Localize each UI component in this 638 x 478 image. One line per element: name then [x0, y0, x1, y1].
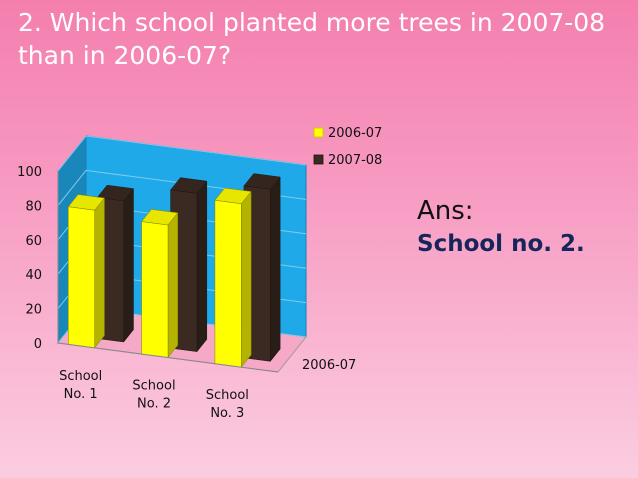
y-axis: 0 20 40 60 80 100	[17, 165, 59, 352]
depth-axis-label: 2006-07	[302, 358, 356, 373]
bars	[67, 173, 281, 368]
bar-side	[270, 176, 281, 363]
slide-title: 2. Which school planted more trees in 20…	[18, 8, 606, 70]
legend: 2006-07 2007-08	[313, 126, 382, 168]
x-axis-line	[57, 342, 279, 373]
y-tick-label: 40	[25, 268, 42, 283]
legend-label: 2007-08	[328, 153, 382, 168]
bar-front	[68, 206, 95, 349]
x-tick-label: No. 3	[210, 406, 244, 421]
x-tick-label: No. 2	[137, 397, 171, 412]
x-tick-label: School	[206, 388, 249, 403]
y-tick-label: 80	[25, 199, 42, 214]
gridline	[57, 135, 307, 172]
bar-side	[196, 180, 208, 353]
bar-2006-07	[214, 187, 252, 368]
y-tick-label: 0	[34, 337, 42, 352]
bar-side	[241, 190, 252, 368]
bar-side	[94, 197, 105, 349]
answer-value: School no. 2.	[417, 231, 585, 257]
legend-label: 2006-07	[328, 126, 382, 141]
x-tick-label: School	[132, 379, 175, 394]
y-tick-label: 100	[17, 165, 42, 180]
x-axis: School No. 1 School No. 2 School No. 3 2006-07	[57, 342, 356, 421]
bar-side	[123, 187, 134, 343]
answer-label: Ans:	[417, 196, 474, 226]
x-tick-label: School	[59, 369, 102, 384]
bar-front	[141, 221, 169, 358]
bar-side	[167, 212, 179, 359]
x-tick-label: No. 1	[64, 387, 98, 402]
bar-front	[214, 200, 242, 368]
legend-swatch	[313, 154, 324, 165]
y-tick-label: 20	[25, 303, 42, 318]
y-tick-label: 60	[25, 234, 42, 249]
bar-2006-07	[67, 194, 105, 349]
legend-swatch	[313, 127, 324, 138]
bar-2006-07	[141, 209, 179, 359]
